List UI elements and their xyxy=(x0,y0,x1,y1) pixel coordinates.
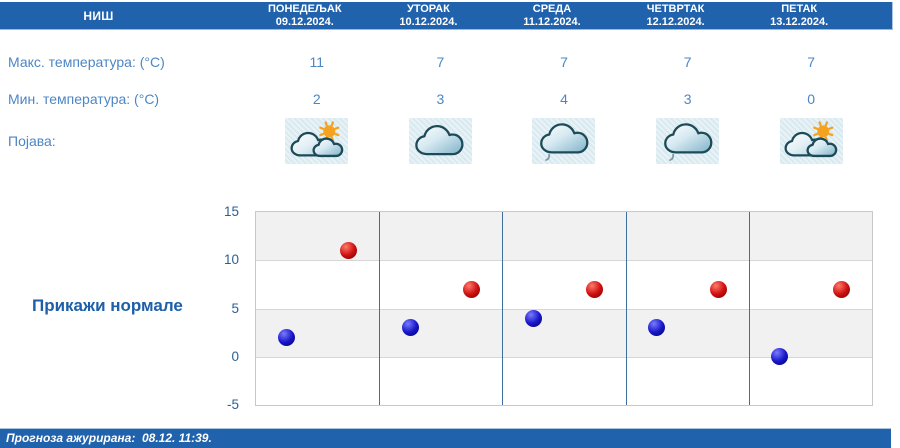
chart-point-max xyxy=(586,280,604,298)
chart-point-max xyxy=(339,242,357,260)
day-name: ЧЕТВРТАК xyxy=(646,2,705,15)
chart-day-separator xyxy=(625,212,627,405)
forecast-header: НИШ ПОНЕДЕЉАК 09.12.2024. УТОРАК 10.12.2024… xyxy=(0,2,893,30)
station-name: НИШ xyxy=(83,8,114,23)
chart-point-min xyxy=(278,328,296,346)
max-temperature-value: 11 xyxy=(309,54,325,70)
chart-y-axis-labels: 15 10 5 0 -5 xyxy=(195,204,247,412)
chart-point-min xyxy=(647,319,665,337)
cloudy-icon xyxy=(408,118,472,164)
day-date: 12.12.2024. xyxy=(646,15,705,28)
day-name: УТОРАК xyxy=(406,2,450,15)
day-header: СРЕДА 11.12.2024. xyxy=(502,3,626,29)
min-temperature-value: 2 xyxy=(312,91,321,107)
day-date: 13.12.2024. xyxy=(770,15,829,28)
max-temperature-row: Макс. температура: (°C) 11 7 7 7 7 xyxy=(0,49,873,75)
phenomenon-row: Појава: xyxy=(0,118,873,164)
cloud-drizzle-icon xyxy=(532,118,596,164)
show-normals-button[interactable]: Прикажи нормале xyxy=(32,296,183,315)
min-temperature-value: 3 xyxy=(683,91,692,107)
y-axis-tick-label: 0 xyxy=(231,348,239,364)
chart-gridline xyxy=(256,260,872,262)
chart-band xyxy=(256,212,872,261)
phenomenon-cell xyxy=(379,118,503,164)
sun-behind-clouds-icon xyxy=(779,118,843,164)
min-temperature-row: Мин. температура: (°C) 2 3 4 3 0 xyxy=(0,86,873,112)
day-name: ПЕТАК xyxy=(781,2,818,15)
phenomenon-cell xyxy=(255,118,379,164)
day-header: УТОРАК 10.12.2024. xyxy=(379,3,503,29)
chart-gridline xyxy=(256,308,872,310)
day-date: 11.12.2024. xyxy=(523,15,581,28)
chart-point-min xyxy=(771,348,789,366)
chart-band xyxy=(256,308,872,357)
day-header: ПОНЕДЕЉАК 09.12.2024. xyxy=(255,3,379,29)
day-name: ПОНЕДЕЉАК xyxy=(267,2,342,15)
chart-day-separator xyxy=(748,212,750,405)
chart-band xyxy=(256,260,872,309)
min-temperature-label: Мин. температура: (°C) xyxy=(8,91,160,107)
y-axis-tick-label: 5 xyxy=(231,300,239,316)
day-header: ПЕТАК 13.12.2024. xyxy=(749,3,873,29)
y-axis-tick-label: -5 xyxy=(226,397,239,412)
chart-point-min xyxy=(401,319,419,337)
chart-point-max xyxy=(709,280,727,298)
phenomenon-cell xyxy=(626,118,750,164)
chart-band xyxy=(256,356,872,405)
day-header: ЧЕТВРТАК 12.12.2024. xyxy=(626,3,750,29)
min-temperature-value: 3 xyxy=(436,91,445,107)
y-axis-tick-label: 10 xyxy=(223,252,239,268)
chart-point-min xyxy=(524,309,542,327)
y-axis-tick-label: 15 xyxy=(223,204,239,219)
max-temperature-label: Макс. температура: (°C) xyxy=(8,54,165,70)
max-temperature-value: 7 xyxy=(436,54,445,70)
chart-point-max xyxy=(832,280,850,298)
chart-gridline xyxy=(256,356,872,358)
phenomenon-label: Појава: xyxy=(8,133,56,149)
day-date: 09.12.2024. xyxy=(275,15,334,28)
min-temperature-value: 0 xyxy=(807,91,816,107)
day-name: СРЕДА xyxy=(532,2,572,15)
cloud-drizzle-icon xyxy=(656,118,720,164)
chart-day-separator xyxy=(379,212,381,405)
max-temperature-value: 7 xyxy=(560,54,568,70)
chart-day-separator xyxy=(502,212,504,405)
sun-behind-clouds-icon xyxy=(285,118,349,164)
max-temperature-value: 7 xyxy=(683,54,692,70)
day-date: 10.12.2024. xyxy=(399,15,458,28)
forecast-updated-bar: Прогноза ажурирана: 08.12. 11:39. xyxy=(0,428,891,448)
temperature-chart xyxy=(255,211,873,406)
phenomenon-cell xyxy=(502,118,626,164)
min-temperature-value: 4 xyxy=(560,91,568,107)
phenomenon-cell xyxy=(749,118,873,164)
chart-point-max xyxy=(463,280,481,298)
max-temperature-value: 7 xyxy=(807,54,816,70)
